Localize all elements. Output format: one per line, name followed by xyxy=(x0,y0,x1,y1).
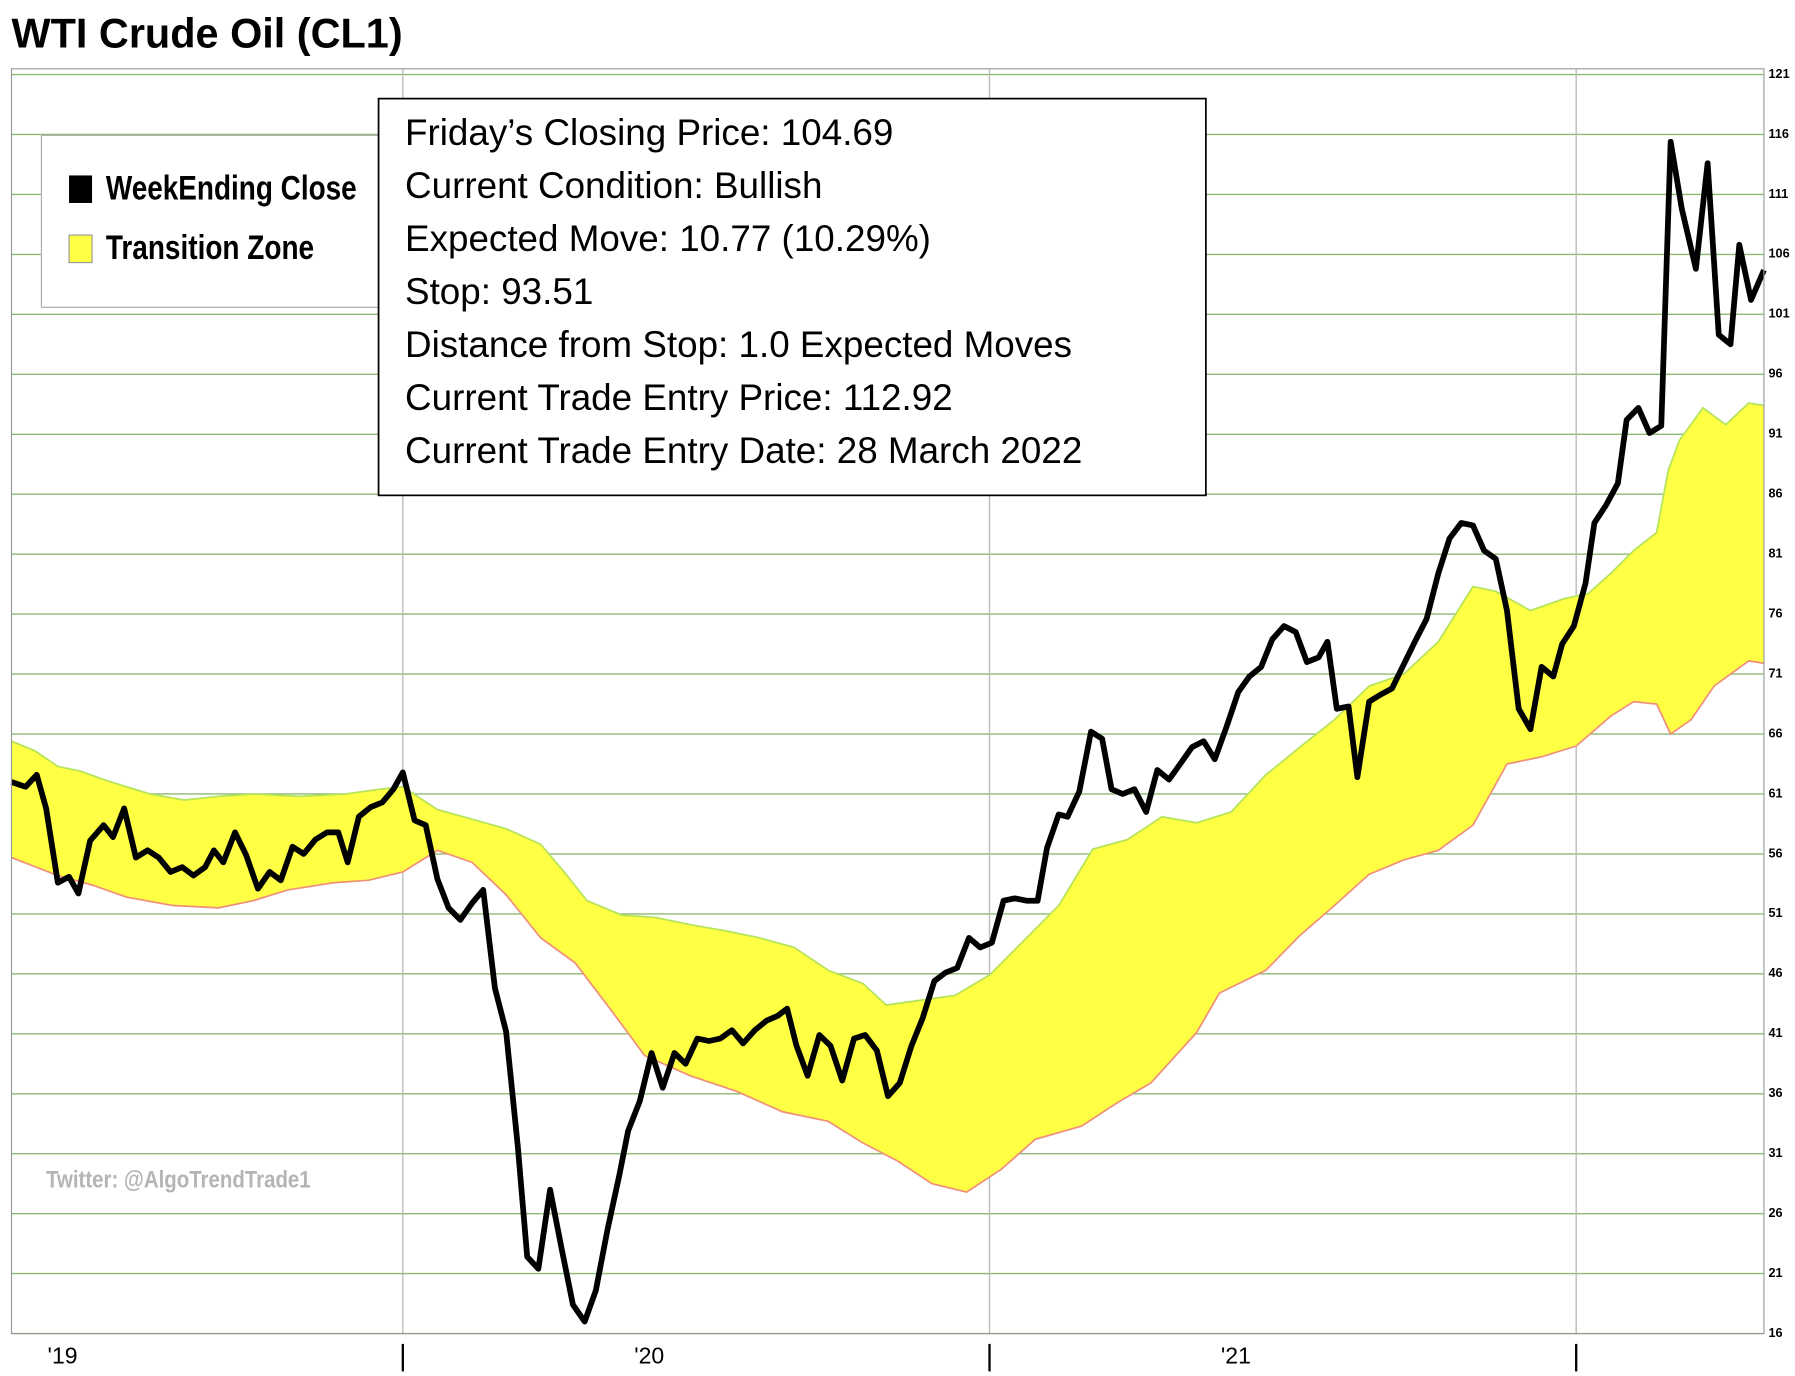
y-tick-label: 26 xyxy=(1769,1206,1783,1220)
close-line xyxy=(10,138,1767,1325)
legend-label: Transition Zone xyxy=(106,229,314,267)
y-tick-label: 46 xyxy=(1769,966,1783,980)
legend-label: WeekEnding Close xyxy=(106,169,357,207)
info-line: Stop: 93.51 xyxy=(405,271,593,312)
y-tick-label: 16 xyxy=(1769,1326,1783,1340)
y-tick-label: 111 xyxy=(1769,187,1789,201)
zone-lower-edge xyxy=(11,659,1765,1194)
y-tick-label: 106 xyxy=(1769,247,1790,261)
legend-swatch xyxy=(69,175,93,203)
y-tick-label: 81 xyxy=(1769,547,1783,561)
chart-title: WTI Crude Oil (CL1) xyxy=(12,11,403,57)
plot xyxy=(10,138,1767,1325)
info-box-frame xyxy=(377,97,1207,497)
y-tick-label: 96 xyxy=(1769,367,1783,381)
info-box: Friday’s Closing Price: 104.69 Current Co… xyxy=(377,97,1207,497)
y-tick-label: 91 xyxy=(1769,427,1783,441)
y-tick-label: 56 xyxy=(1769,846,1783,860)
y-tick-label: 31 xyxy=(1769,1146,1783,1160)
y-tick-label: 36 xyxy=(1769,1086,1783,1100)
y-tick-label: 116 xyxy=(1769,127,1789,141)
y-tick-label: 121 xyxy=(1769,67,1790,81)
info-line: Current Trade Entry Price: 112.92 xyxy=(405,377,953,418)
x-tick-label: '19 xyxy=(48,1343,78,1369)
y-tick-label: 76 xyxy=(1769,606,1783,620)
info-line: Current Trade Entry Date: 28 March 2022 xyxy=(405,430,1082,471)
info-line: Expected Move: 10.77 (10.29%) xyxy=(405,218,931,259)
info-line: Current Condition: Bullish xyxy=(405,165,822,206)
y-tick-label: 21 xyxy=(1769,1266,1783,1280)
watermark: Twitter: @AlgoTrendTrade1 xyxy=(46,1166,311,1193)
y-tick-label: 66 xyxy=(1769,726,1783,740)
y-tick-label: 61 xyxy=(1769,786,1783,800)
info-line: Friday’s Closing Price: 104.69 xyxy=(405,112,893,153)
plot-frame xyxy=(10,68,1765,1335)
axes: 121 116 111 106 101 96 91 86 81 76 71 66 61 56 51 46 41 3… xyxy=(48,67,1790,1372)
y-tick-label: 41 xyxy=(1769,1026,1783,1040)
zone-area xyxy=(11,403,1764,1193)
y-tick-label: 51 xyxy=(1769,906,1783,920)
y-tick-label: 101 xyxy=(1769,307,1790,321)
zone-upper-edge xyxy=(11,402,1765,1006)
y-tick-label: 71 xyxy=(1769,666,1783,680)
legend-swatch xyxy=(68,234,93,264)
legend: WeekEnding Close Transition Zone xyxy=(40,134,392,308)
y-tick-label: 86 xyxy=(1769,487,1783,501)
x-tick-label: '21 xyxy=(1221,1343,1251,1369)
legend-box xyxy=(40,134,392,308)
info-line: Distance from Stop: 1.0 Expected Moves xyxy=(405,324,1072,365)
x-tick-label: '20 xyxy=(634,1343,664,1369)
